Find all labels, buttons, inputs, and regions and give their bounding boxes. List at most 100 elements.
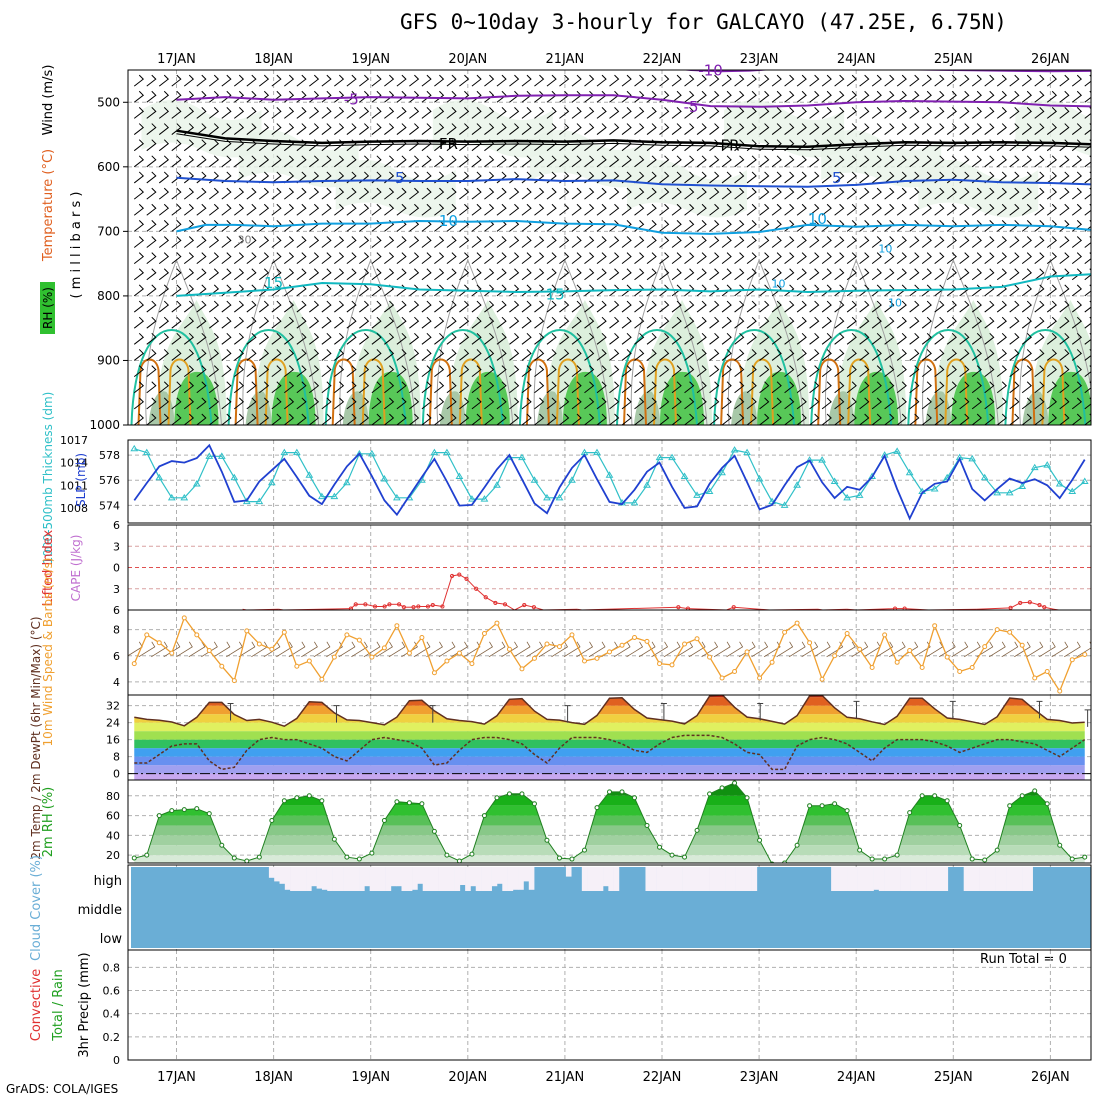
wind-barb: [709, 397, 720, 410]
wind-barb: [509, 123, 520, 135]
wind-barb: [334, 284, 345, 297]
wind-barb: [409, 413, 420, 425]
wind-barb: [921, 74, 932, 87]
high-cloud-gap: [518, 867, 524, 890]
wind-barb: [359, 155, 370, 168]
wind-barb: [609, 123, 620, 135]
wind-barb: [296, 268, 307, 281]
wind-barb: [709, 316, 720, 329]
wind-barb: [459, 397, 470, 410]
wind-barb: [871, 203, 882, 216]
wind-barb: [1059, 236, 1070, 248]
wind-barb: [196, 332, 207, 345]
wind-barb: [834, 155, 845, 168]
high-cloud-gap: [268, 867, 275, 878]
rh2m-marker: [682, 854, 688, 860]
wind-barb: [709, 268, 720, 281]
wind-barb: [421, 397, 432, 410]
wind-barb: [271, 171, 282, 184]
wind-barb: [259, 413, 270, 425]
wind-barb: [496, 413, 507, 425]
wind-barb: [871, 74, 882, 87]
wind10m-barb: [151, 641, 168, 658]
temperature-band: [134, 731, 1085, 740]
high-cloud-gap: [831, 867, 837, 891]
wind-barb: [634, 300, 645, 313]
wind-barb: [309, 236, 320, 248]
wind-barb: [409, 155, 420, 168]
wind-barb: [759, 397, 770, 410]
wind10m-barb: [863, 641, 881, 658]
wind-barb: [821, 349, 832, 361]
wind-barb: [346, 252, 357, 265]
wind-barb: [409, 381, 420, 394]
wind-barb: [834, 268, 845, 281]
wind-barb: [371, 252, 382, 265]
high-cloud-gap: [1006, 867, 1012, 891]
contour-label: 10: [888, 297, 902, 310]
wind10m-barb: [463, 641, 481, 658]
wind-barb: [183, 187, 195, 200]
wind-barb: [596, 284, 607, 297]
wind-barb: [371, 300, 382, 313]
wind10m-marker: [406, 650, 412, 656]
pressure-tick-label: 1000: [89, 418, 120, 432]
wind-barb: [183, 316, 195, 329]
thickness-marker: [317, 492, 326, 500]
high-cloud-gap: [581, 867, 588, 891]
wind10m-marker: [394, 623, 400, 629]
wind-barb: [846, 187, 857, 200]
wind-barb: [896, 365, 907, 377]
wind-barb: [596, 74, 607, 87]
wind-barb: [309, 413, 320, 425]
wind-barb: [684, 236, 695, 248]
wind-barb: [809, 187, 820, 200]
precip-tick-label: 0.2: [103, 1031, 121, 1044]
wind-barb: [834, 365, 845, 377]
wind-barb: [171, 203, 182, 216]
wind-barb: [1059, 74, 1070, 87]
wind-barb: [446, 365, 457, 377]
wind-barb: [346, 123, 357, 135]
wind-barb: [196, 187, 207, 200]
rh2m-marker: [619, 789, 625, 795]
wind-barb: [484, 90, 495, 103]
wind-barb: [471, 349, 482, 361]
high-cloud-gap: [677, 867, 683, 891]
rh-contour: [630, 258, 708, 425]
wind-barb: [884, 300, 895, 313]
wind-barb: [1084, 349, 1091, 361]
wind-barb: [846, 349, 857, 361]
wind-barb: [1059, 107, 1070, 119]
rh2m-marker: [694, 827, 700, 833]
wind10m-marker: [894, 659, 900, 665]
wind-barb: [409, 316, 420, 329]
wind-barb: [671, 236, 682, 248]
wind-barb: [571, 381, 582, 394]
wind-barb: [834, 90, 845, 103]
wind-barb: [621, 365, 632, 377]
wind-barb: [1059, 187, 1070, 200]
wind-barb: [996, 413, 1007, 425]
wind-barb: [859, 220, 870, 232]
wind-barb: [158, 332, 170, 345]
contour-label: 5: [395, 169, 405, 187]
wind-barb: [684, 123, 695, 135]
high-cloud-gap: [613, 867, 620, 891]
temperature-tick-label: 32: [106, 700, 120, 713]
wind-barb: [446, 155, 457, 168]
wind-barb: [133, 268, 145, 281]
wind-barb: [596, 300, 607, 313]
isotherm-25: [750, 358, 775, 425]
wind-barb: [284, 90, 295, 103]
rh2m-marker: [331, 836, 337, 842]
wind-barb: [909, 90, 920, 103]
wind-barb: [796, 90, 807, 103]
high-cloud-gap: [984, 867, 991, 891]
wind-barb: [409, 300, 420, 313]
wind-barb: [771, 300, 782, 313]
wind-barb: [946, 300, 957, 313]
wind-barb: [896, 139, 907, 152]
rh2m-marker: [469, 851, 475, 857]
wind10m-marker: [431, 670, 437, 676]
